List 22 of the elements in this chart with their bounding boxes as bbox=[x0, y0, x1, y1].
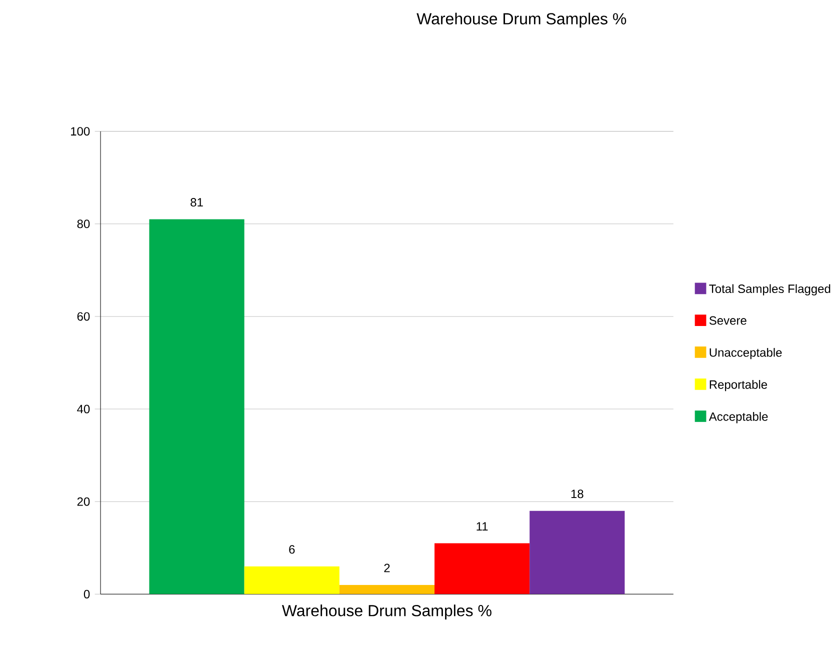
data-label: 11 bbox=[476, 522, 488, 531]
bar bbox=[244, 566, 340, 594]
legend-label: Reportable bbox=[710, 380, 768, 392]
data-label: 81 bbox=[190, 198, 203, 207]
legend-label: Unacceptable bbox=[710, 348, 782, 360]
y-tick-label: 80 bbox=[77, 220, 90, 228]
y-tick-label: 100 bbox=[71, 127, 90, 136]
chart-title: Warehouse Drum Samples % bbox=[416, 12, 626, 28]
data-label: 18 bbox=[571, 490, 584, 498]
y-tick-label: 0 bbox=[84, 590, 90, 598]
bar bbox=[339, 584, 435, 594]
data-label: 2 bbox=[384, 564, 390, 572]
y-tick-label: 60 bbox=[77, 312, 90, 321]
legend-label: Total Samples Flagged bbox=[709, 284, 830, 296]
bar bbox=[434, 543, 530, 594]
legend-label: Acceptable bbox=[708, 412, 768, 424]
y-tick-label: 20 bbox=[77, 497, 90, 506]
y-tick-label: 40 bbox=[77, 404, 90, 414]
bar bbox=[149, 219, 244, 594]
legend-label: Severe bbox=[709, 316, 746, 325]
data-label: 6 bbox=[289, 545, 295, 554]
bar bbox=[530, 510, 625, 594]
